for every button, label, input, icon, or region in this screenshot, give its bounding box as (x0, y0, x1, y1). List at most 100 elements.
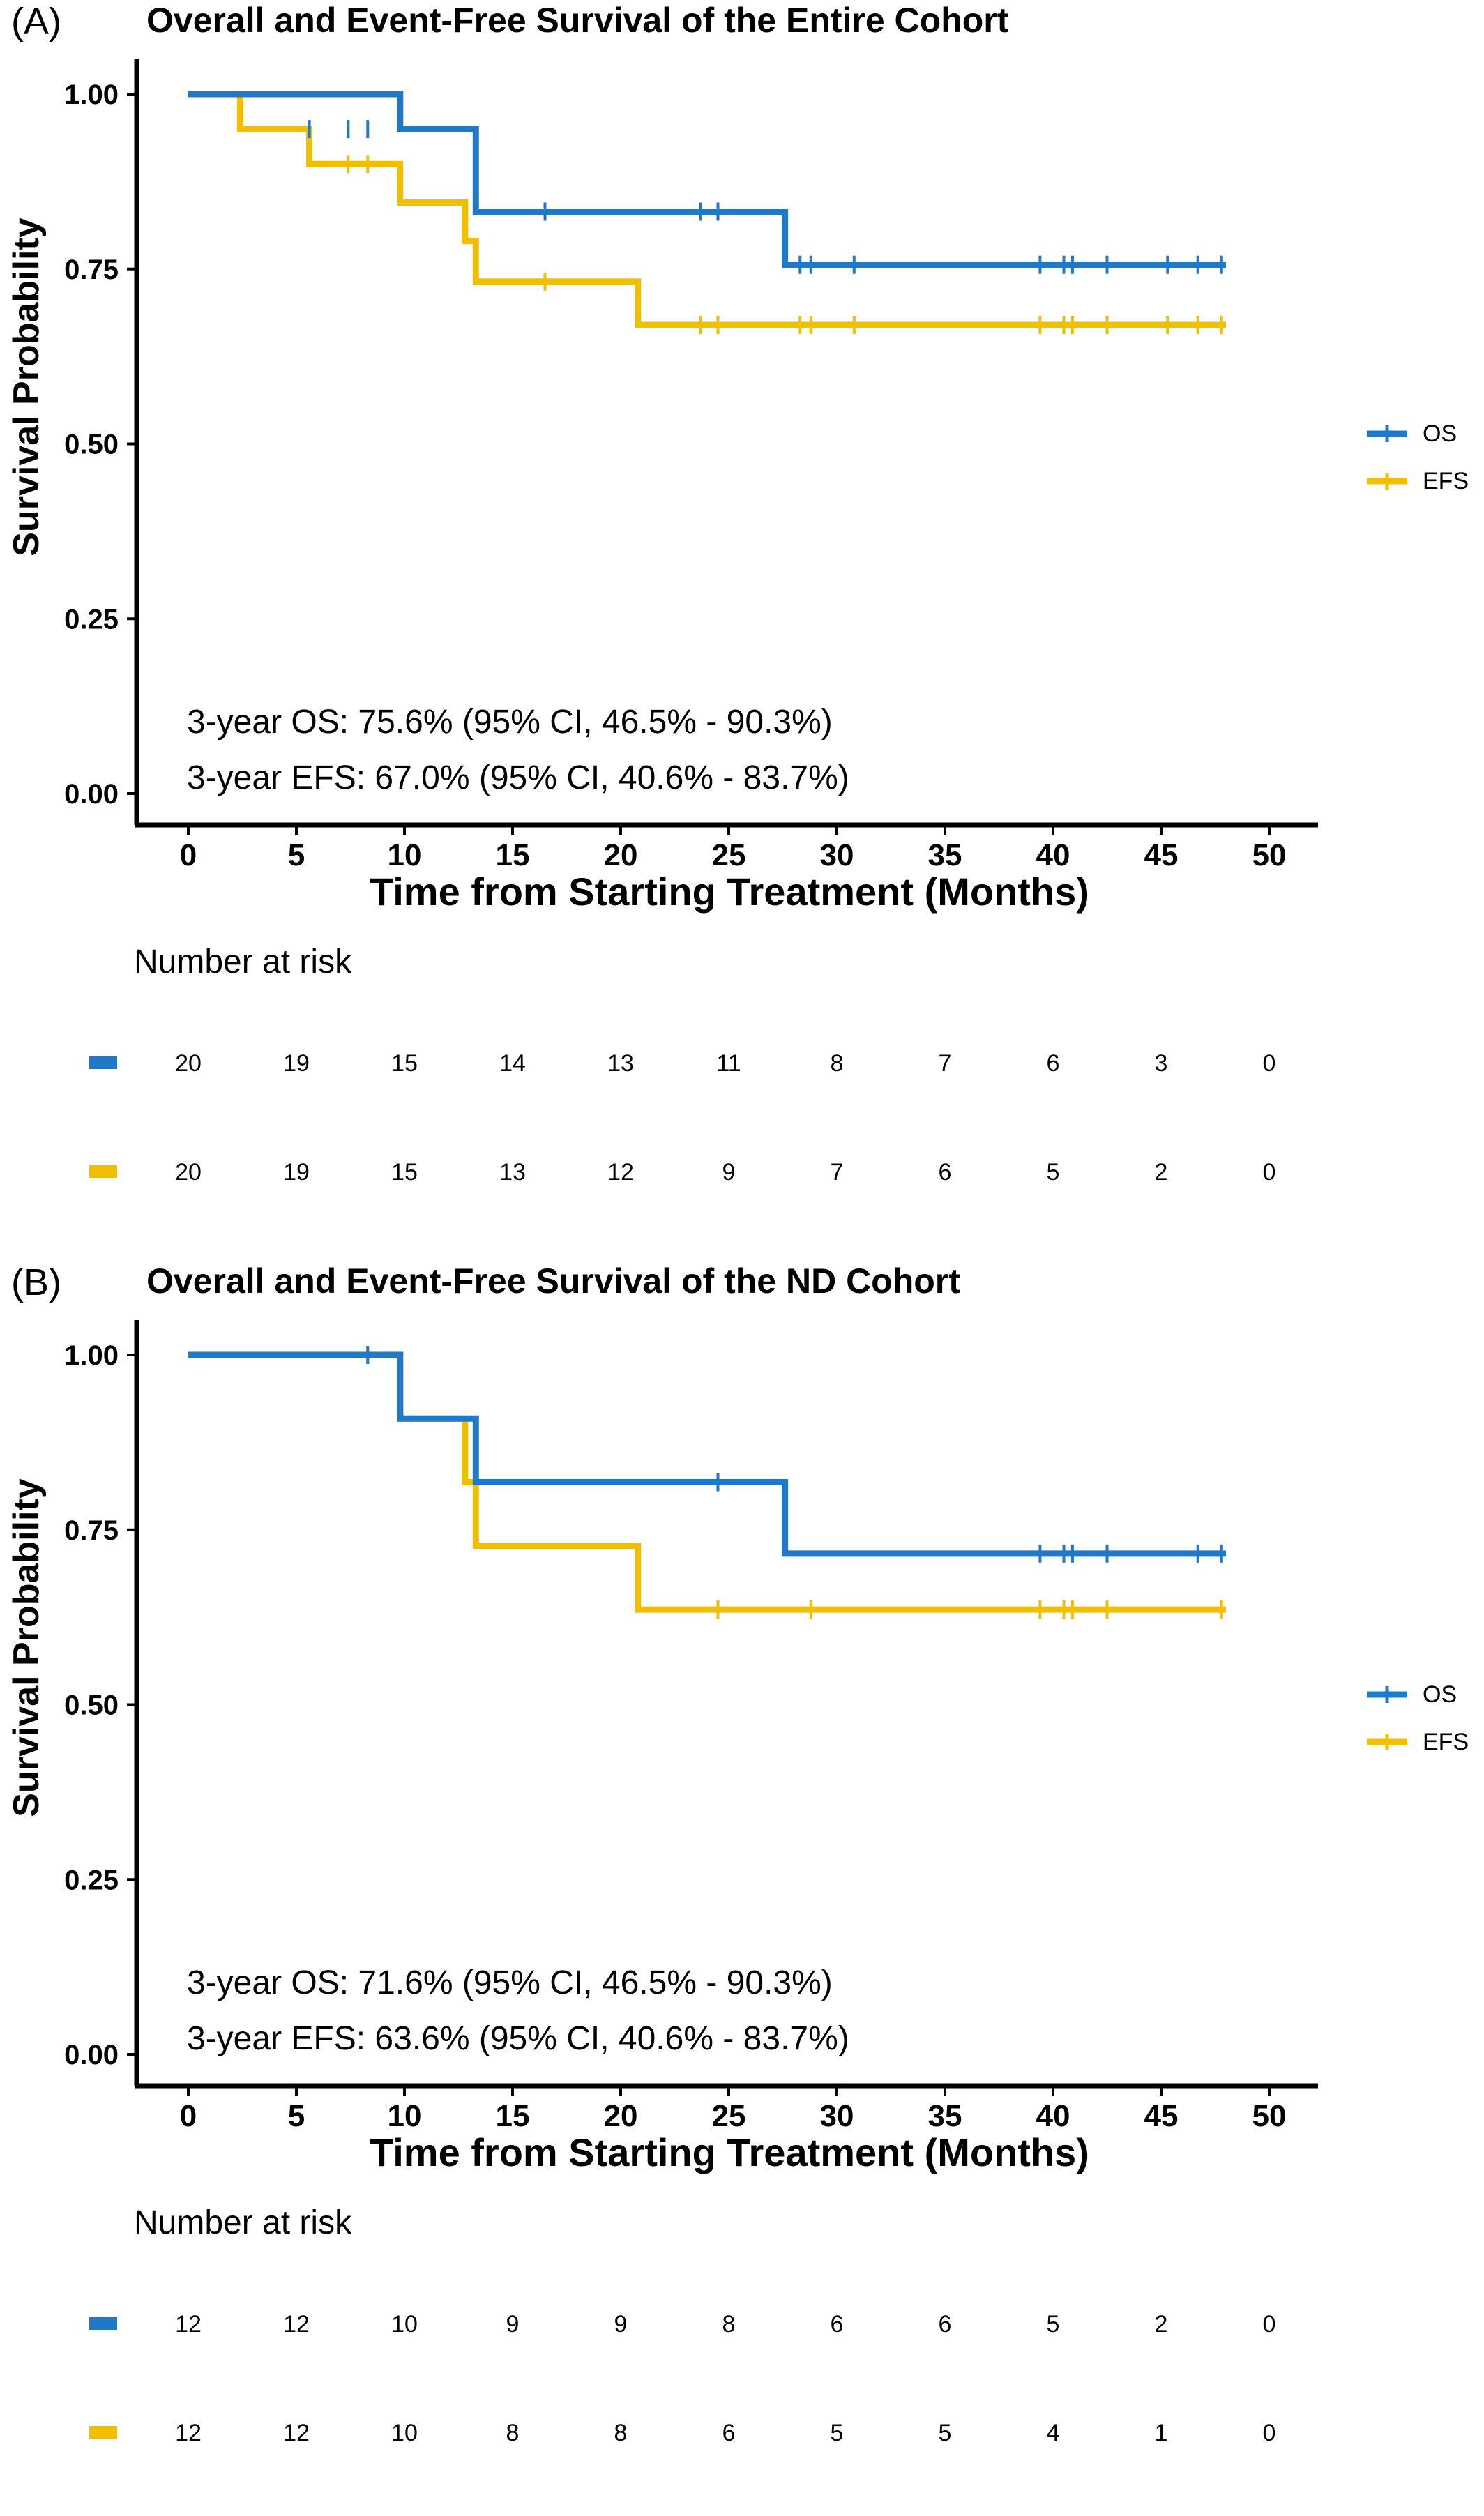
os-risk-count: 8 (831, 1050, 844, 1077)
os-risk-count: 6 (1047, 1050, 1060, 1077)
legend-os-label: OS (1423, 1681, 1458, 1708)
x-tick-label: 40 (1036, 2099, 1070, 2133)
efs-annotation: 3-year EFS: 67.0% (95% CI, 40.6% - 83.7%… (187, 759, 849, 796)
efs-curve (188, 91, 1226, 328)
chart-title: Overall and Event-Free Survival of the N… (146, 1261, 960, 1301)
x-tick-label: 35 (928, 2099, 962, 2133)
efs-risk-count: 0 (1263, 2420, 1276, 2446)
efs-risk-count: 9 (722, 1159, 736, 1185)
x-tick-label: 15 (496, 838, 530, 872)
efs-risk-count: 0 (1263, 1159, 1276, 1185)
os-risk-count: 5 (1047, 2311, 1060, 2337)
y-tick-label: 0.00 (64, 779, 119, 810)
efs-risk-count: 1 (1155, 2420, 1168, 2446)
panel-a: (A) Overall and Event-Free Survival of t… (0, 0, 1484, 1255)
x-tick-label: 30 (820, 2099, 854, 2133)
efs-risk-count: 12 (283, 2420, 310, 2446)
efs-risk-count: 5 (1047, 1159, 1060, 1185)
x-tick-label: 0 (180, 2099, 197, 2133)
plot-area: 0.000.250.500.751.000 5 10 15 20 25 30 35 40 45 50… (64, 59, 1318, 1185)
os-annotation: 3-year OS: 75.6% (95% CI, 46.5% - 90.3%) (187, 704, 833, 741)
legend-os-label: OS (1423, 420, 1458, 447)
plot-area: 0.000.250.500.751.000 5 10 15 20 25 30 35 40 45 50… (64, 1320, 1318, 2446)
x-tick-label: 10 (388, 838, 422, 872)
os-risk-key (89, 2317, 117, 2330)
efs-risk-count: 13 (499, 1159, 526, 1185)
x-tick-label: 20 (604, 838, 638, 872)
os-risk-count: 11 (716, 1050, 741, 1077)
os-risk-count: 20 (175, 1050, 202, 1077)
os-risk-count: 8 (722, 2311, 736, 2337)
efs-risk-count: 12 (175, 2420, 202, 2446)
os-risk-count: 9 (614, 2311, 628, 2337)
efs-risk-count: 8 (506, 2420, 520, 2446)
y-tick-label: 0.25 (64, 1865, 119, 1895)
legend-efs-key (1367, 1734, 1407, 1750)
efs-risk-count: 12 (607, 1159, 634, 1185)
x-tick-label: 30 (820, 838, 854, 872)
os-risk-count: 13 (607, 1050, 634, 1077)
legend-efs-key (1367, 473, 1407, 490)
y-tick-label: 0.50 (64, 1690, 119, 1721)
x-tick-label: 10 (388, 2099, 422, 2133)
efs-risk-count: 8 (614, 2420, 628, 2446)
efs-risk-count: 19 (283, 1159, 310, 1185)
os-curve (188, 91, 1226, 268)
os-annotation: 3-year OS: 71.6% (95% CI, 46.5% - 90.3%) (187, 1964, 833, 2001)
risk-table-title: Number at risk (134, 2204, 352, 2241)
efs-risk-count: 20 (175, 1159, 202, 1185)
os-risk-count: 9 (506, 2311, 520, 2337)
x-tick-label: 15 (496, 2099, 530, 2133)
legend-efs-label: EFS (1423, 468, 1469, 494)
efs-risk-count: 6 (722, 2420, 736, 2446)
efs-risk-count: 15 (391, 1159, 418, 1185)
y-tick-label: 1.00 (64, 1340, 119, 1371)
x-tick-label: 0 (180, 838, 197, 872)
x-tick-label: 25 (712, 838, 746, 872)
y-tick-label: 0.25 (64, 604, 119, 635)
os-risk-key (89, 1056, 117, 1069)
panel-b: (B) Overall and Event-Free Survival of t… (0, 1261, 1484, 2516)
efs-risk-count: 7 (831, 1159, 844, 1185)
chart-title: Overall and Event-Free Survival of the E… (146, 1, 1009, 40)
y-tick-label: 0.50 (64, 430, 119, 460)
x-tick-label: 35 (928, 838, 962, 872)
os-risk-count: 7 (939, 1050, 952, 1077)
risk-table-title: Number at risk (134, 944, 352, 980)
efs-annotation: 3-year EFS: 63.6% (95% CI, 40.6% - 83.7%… (187, 2020, 849, 2057)
os-risk-count: 12 (175, 2311, 202, 2337)
os-risk-count: 15 (391, 1050, 418, 1077)
os-risk-count: 6 (939, 2311, 952, 2337)
x-tick-label: 5 (288, 2099, 305, 2133)
os-risk-count: 0 (1263, 1050, 1276, 1077)
x-axis-label: Time from Starting Treatment (Months) (370, 2130, 1089, 2174)
efs-risk-count: 5 (939, 2420, 952, 2446)
efs-risk-count: 5 (831, 2420, 844, 2446)
efs-risk-count: 6 (939, 1159, 952, 1185)
y-tick-label: 0.00 (64, 2040, 119, 2070)
y-tick-label: 0.75 (64, 1515, 119, 1546)
os-risk-count: 3 (1155, 1050, 1168, 1077)
x-axis-label: Time from Starting Treatment (Months) (370, 870, 1089, 914)
os-risk-count: 12 (283, 2311, 310, 2337)
x-tick-label: 50 (1252, 838, 1287, 872)
efs-risk-count: 10 (391, 2420, 418, 2446)
legend-os-key (1367, 1686, 1407, 1703)
legend-os-key (1367, 425, 1407, 442)
os-curve (188, 1351, 1226, 1557)
legend-efs-label: EFS (1423, 1729, 1469, 1755)
panel-letter: (A) (11, 1, 61, 43)
os-risk-count: 14 (499, 1050, 526, 1077)
panel-letter: (B) (11, 1261, 61, 1303)
x-tick-label: 45 (1144, 2099, 1179, 2133)
y-tick-label: 0.75 (64, 255, 119, 285)
os-risk-count: 19 (283, 1050, 310, 1077)
os-risk-count: 2 (1155, 2311, 1168, 2337)
os-risk-count: 6 (831, 2311, 844, 2337)
efs-risk-key (89, 1165, 117, 1178)
efs-risk-key (89, 2426, 117, 2439)
x-tick-label: 50 (1252, 2099, 1287, 2133)
x-tick-label: 5 (288, 838, 305, 872)
y-tick-label: 1.00 (64, 79, 119, 110)
efs-risk-count: 2 (1155, 1159, 1168, 1185)
